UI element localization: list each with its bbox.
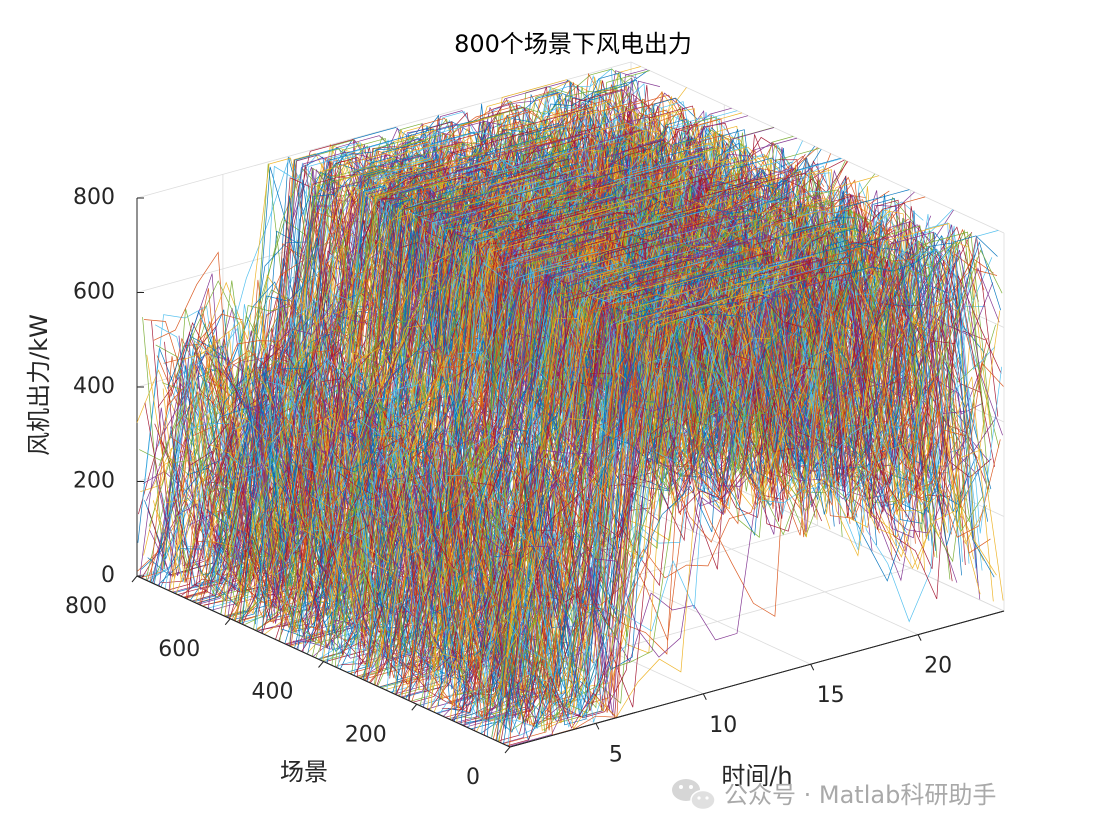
series-line-scenario-11 (504, 241, 1000, 682)
y-tick-label: 0 (466, 765, 480, 790)
x-tick-label: 15 (817, 683, 845, 708)
series-line-scenario-338 (352, 178, 847, 646)
series-line-scenario-218 (408, 227, 903, 701)
y-tick-mark (318, 661, 324, 668)
series-line-scenario-23 (498, 280, 994, 743)
z-tick-label: 800 (73, 185, 115, 210)
x-axis-label: 时间/h (721, 762, 792, 790)
series-line-scenario-72 (476, 223, 971, 732)
series-line-scenario-21 (499, 242, 995, 726)
z-axis-label: 风机出力/kW (25, 314, 53, 456)
series-line-scenario-15 (502, 253, 998, 745)
series-line-scenario-16 (502, 241, 997, 661)
x-tick-mark (810, 663, 815, 671)
axis-ticks: 0 200 400 600 800 0 200 400 600 800 5 10 15 20 (65, 185, 952, 790)
series-line-scenario-59 (482, 231, 977, 553)
series-line-scenario-61 (481, 225, 976, 735)
series-line-scenario-47 (487, 239, 983, 720)
series-line-scenario-62 (480, 254, 976, 723)
series-line-scenario-18 (501, 264, 996, 733)
y-axis-label: 场景 (280, 758, 328, 786)
series-line-scenario-9 (505, 272, 1001, 617)
series-line-scenario-37 (492, 312, 988, 728)
series-line-scenario-6 (507, 272, 1002, 747)
series-line-scenario-19 (500, 240, 996, 693)
y-tick-label: 200 (345, 722, 387, 747)
scenario-lines (136, 66, 1004, 747)
series-line-scenario-77 (473, 245, 969, 711)
y-tick-label: 800 (65, 594, 107, 619)
series-line-scenario-12 (504, 230, 999, 728)
x-tick-mark (917, 634, 922, 641)
series-line-scenario-17 (502, 281, 997, 744)
x-tick-label: 10 (709, 713, 737, 738)
y-tick-mark (411, 703, 418, 711)
x-axis-front-line (509, 610, 1005, 748)
series-line-scenario-370 (337, 177, 832, 498)
series-line-scenario-4 (507, 249, 1003, 637)
y-tick-mark (224, 618, 231, 626)
series-line-scenario-352 (345, 175, 841, 660)
series-line-scenario-13 (503, 236, 999, 712)
series-line-scenario-232 (401, 241, 896, 698)
x-tick-mark (702, 693, 707, 701)
y-tick-label: 400 (252, 680, 294, 705)
series-line-scenario-28 (496, 283, 992, 742)
x-tick-label: 5 (609, 742, 623, 767)
series-line-scenario-3 (508, 249, 1003, 747)
z-tick-label: 600 (73, 280, 115, 305)
series-line-scenario-33 (494, 248, 989, 729)
series-line-scenario-2 (508, 303, 1004, 730)
series-line-scenario-32 (494, 231, 990, 723)
z-tick-label: 0 (101, 563, 115, 588)
z-tick-label: 400 (73, 374, 115, 399)
watermark-text: 公众号 · Matlab科研助手 (724, 781, 996, 809)
y-tick-mark (504, 746, 511, 754)
series-line-scenario-78 (473, 273, 968, 684)
series-line-scenario-38 (491, 242, 987, 722)
series-line-scenario-8 (505, 258, 1001, 731)
chart-title: 800个场景下风电出力 (454, 30, 692, 58)
series-line-scenario-35 (493, 259, 989, 728)
series-line-scenario-752 (159, 78, 654, 587)
series-line-scenario-5 (507, 249, 1003, 746)
series-line-scenario-7 (506, 241, 1002, 741)
series-line-scenario-394 (325, 177, 821, 652)
z-tick-label: 200 (73, 469, 115, 494)
x-tick-mark (595, 723, 600, 730)
series-line-scenario-1 (509, 262, 1004, 747)
x-tick-label: 20 (924, 654, 952, 679)
watermark: 公众号 · Matlab科研助手 (672, 779, 996, 811)
series-line-scenario-26 (497, 246, 993, 736)
series-line-scenario-76 (474, 257, 969, 731)
y-tick-label: 600 (158, 637, 200, 662)
series-line-scenario-67 (478, 230, 974, 693)
wechat-icon (672, 779, 716, 811)
series-line-scenario-104 (461, 320, 956, 726)
y-tick-mark (131, 575, 138, 583)
